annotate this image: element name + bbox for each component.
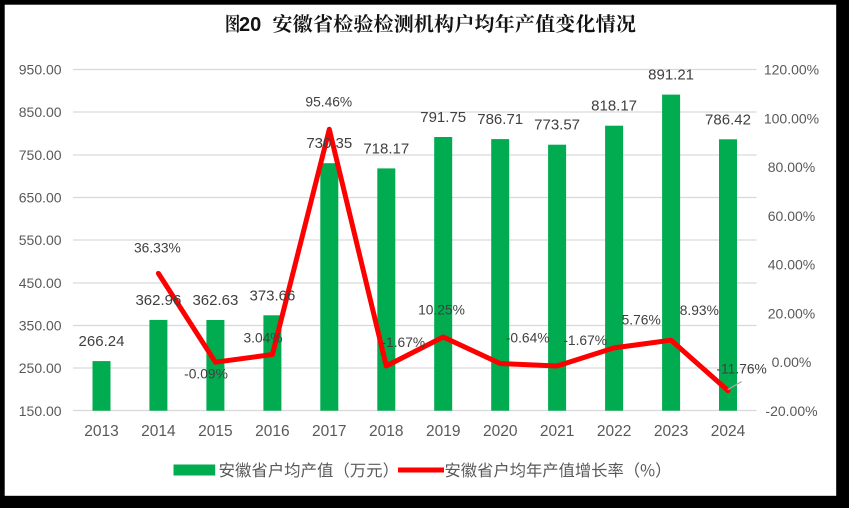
svg-text:36.33%: 36.33% [134,241,181,256]
svg-text:-1.67%: -1.67% [381,335,425,350]
svg-text:2016: 2016 [255,423,289,440]
svg-text:362.96: 362.96 [135,292,181,309]
svg-text:791.75: 791.75 [420,109,466,126]
svg-text:750.00: 750.00 [19,147,62,163]
svg-text:-20.00%: -20.00% [765,403,817,419]
svg-text:3.04%: 3.04% [243,331,282,346]
svg-text:20: 20 [239,14,261,36]
svg-text:20.00%: 20.00% [768,305,815,321]
svg-text:-0.09%: -0.09% [184,367,228,382]
svg-text:373.66: 373.66 [249,287,295,304]
svg-text:2019: 2019 [426,423,460,440]
svg-text:891.21: 891.21 [648,67,694,84]
svg-text:2023: 2023 [654,423,688,440]
svg-text:950.00: 950.00 [19,62,62,78]
svg-text:2022: 2022 [597,423,631,440]
svg-text:450.00: 450.00 [19,275,62,291]
svg-text:2024: 2024 [711,423,746,440]
svg-text:266.24: 266.24 [79,333,125,350]
svg-text:80.00%: 80.00% [768,159,815,175]
svg-text:0.00%: 0.00% [772,354,812,370]
svg-text:650.00: 650.00 [19,190,62,206]
svg-text:150.00: 150.00 [19,403,62,419]
svg-text:730.35: 730.35 [306,135,352,152]
svg-text:362.63: 362.63 [192,292,238,309]
svg-text:10.25%: 10.25% [418,302,465,317]
svg-text:8.93%: 8.93% [680,303,719,318]
svg-text:-0.64%: -0.64% [506,330,550,345]
svg-text:5.76%: 5.76% [622,312,661,327]
svg-text:2020: 2020 [483,423,518,440]
svg-text:250.00: 250.00 [19,360,62,376]
svg-text:850.00: 850.00 [19,104,62,120]
svg-text:60.00%: 60.00% [768,208,815,224]
svg-text:2017: 2017 [312,423,346,440]
svg-text:100.00%: 100.00% [764,110,819,126]
svg-text:95.46%: 95.46% [305,95,352,110]
svg-text:2018: 2018 [369,423,403,440]
svg-text:718.17: 718.17 [363,140,409,157]
svg-text:786.42: 786.42 [705,111,751,128]
svg-text:350.00: 350.00 [19,318,62,334]
svg-text:120.00%: 120.00% [764,62,819,78]
svg-text:2021: 2021 [540,423,574,440]
svg-text:2015: 2015 [198,423,232,440]
svg-text:773.57: 773.57 [534,117,580,134]
svg-text:-11.76%: -11.76% [716,361,766,376]
svg-text:818.17: 818.17 [591,98,637,115]
svg-text:2014: 2014 [141,423,176,440]
svg-text:550.00: 550.00 [19,232,62,248]
svg-text:786.71: 786.71 [477,111,523,128]
svg-text:2013: 2013 [84,423,118,440]
svg-text:-1.67%: -1.67% [563,333,607,348]
svg-text:40.00%: 40.00% [768,257,815,273]
